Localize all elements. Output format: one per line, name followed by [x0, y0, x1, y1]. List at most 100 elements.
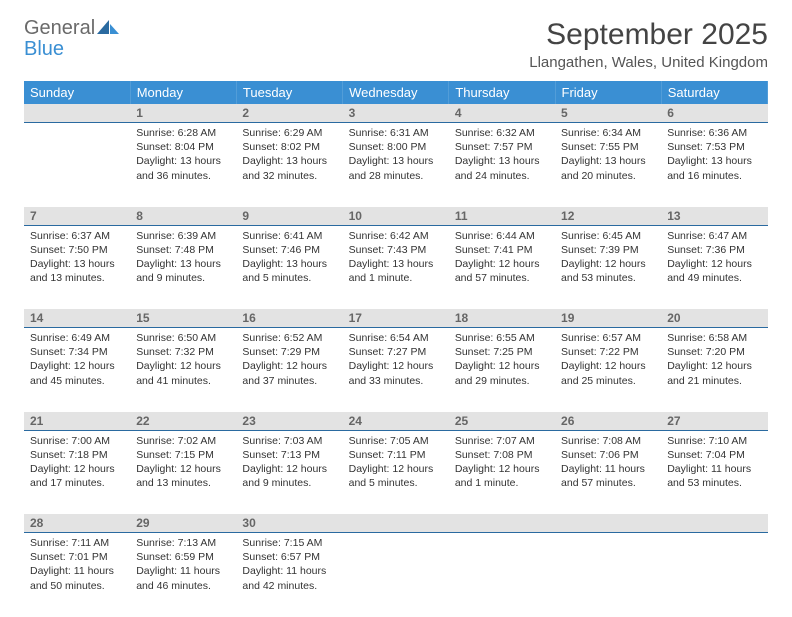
day-content-cell: Sunrise: 6:44 AMSunset: 7:41 PMDaylight:… — [449, 225, 555, 309]
sunset-text: Sunset: 7:50 PM — [30, 243, 124, 257]
day-number-cell — [449, 514, 555, 533]
day-number-cell: 3 — [343, 104, 449, 123]
day2-text: and 50 minutes. — [30, 579, 124, 593]
sunrise-text: Sunrise: 6:44 AM — [455, 229, 549, 243]
day-number-cell: 1 — [130, 104, 236, 123]
sunset-text: Sunset: 7:55 PM — [561, 140, 655, 154]
day2-text: and 49 minutes. — [667, 271, 761, 285]
day-content-cell: Sunrise: 6:41 AMSunset: 7:46 PMDaylight:… — [236, 225, 342, 309]
sunrise-text: Sunrise: 7:15 AM — [242, 536, 336, 550]
day2-text: and 1 minute. — [349, 271, 443, 285]
day-number-cell: 17 — [343, 309, 449, 328]
day2-text: and 42 minutes. — [242, 579, 336, 593]
sunset-text: Sunset: 7:46 PM — [242, 243, 336, 257]
sunset-text: Sunset: 7:11 PM — [349, 448, 443, 462]
sunrise-text: Sunrise: 7:05 AM — [349, 434, 443, 448]
sunset-text: Sunset: 7:08 PM — [455, 448, 549, 462]
day-content-cell: Sunrise: 7:07 AMSunset: 7:08 PMDaylight:… — [449, 430, 555, 514]
day-content-cell: Sunrise: 6:47 AMSunset: 7:36 PMDaylight:… — [661, 225, 767, 309]
day1-text: Daylight: 12 hours — [561, 257, 655, 271]
sunrise-text: Sunrise: 6:58 AM — [667, 331, 761, 345]
sunset-text: Sunset: 7:01 PM — [30, 550, 124, 564]
day-number-cell: 28 — [24, 514, 130, 533]
day-number-cell: 23 — [236, 412, 342, 431]
weekday-header: Monday — [130, 81, 236, 104]
weekday-header: Wednesday — [343, 81, 449, 104]
day-content-cell: Sunrise: 6:39 AMSunset: 7:48 PMDaylight:… — [130, 225, 236, 309]
day-number-cell: 27 — [661, 412, 767, 431]
sunset-text: Sunset: 7:20 PM — [667, 345, 761, 359]
calendar-table: Sunday Monday Tuesday Wednesday Thursday… — [24, 81, 768, 617]
day-number-cell: 19 — [555, 309, 661, 328]
logo: General Blue — [24, 18, 119, 60]
day-content-cell: Sunrise: 6:58 AMSunset: 7:20 PMDaylight:… — [661, 328, 767, 412]
day-content-cell: Sunrise: 6:36 AMSunset: 7:53 PMDaylight:… — [661, 123, 767, 207]
day-number-cell: 26 — [555, 412, 661, 431]
sunrise-text: Sunrise: 7:07 AM — [455, 434, 549, 448]
day2-text: and 16 minutes. — [667, 169, 761, 183]
day-number-cell: 14 — [24, 309, 130, 328]
day-content-cell: Sunrise: 6:57 AMSunset: 7:22 PMDaylight:… — [555, 328, 661, 412]
location-subtitle: Llangathen, Wales, United Kingdom — [529, 54, 768, 71]
day1-text: Daylight: 11 hours — [136, 564, 230, 578]
day1-text: Daylight: 11 hours — [561, 462, 655, 476]
day-content-cell: Sunrise: 6:37 AMSunset: 7:50 PMDaylight:… — [24, 225, 130, 309]
sunset-text: Sunset: 7:57 PM — [455, 140, 549, 154]
day-content-cell: Sunrise: 6:32 AMSunset: 7:57 PMDaylight:… — [449, 123, 555, 207]
day-content-cell — [661, 533, 767, 617]
logo-word-2: Blue — [24, 38, 64, 60]
sunrise-text: Sunrise: 6:29 AM — [242, 126, 336, 140]
page-header: General Blue September 2025 Llangathen, … — [24, 18, 768, 71]
day1-text: Daylight: 12 hours — [667, 257, 761, 271]
day1-text: Daylight: 13 hours — [349, 257, 443, 271]
sunset-text: Sunset: 7:13 PM — [242, 448, 336, 462]
sunrise-text: Sunrise: 7:11 AM — [30, 536, 124, 550]
sunrise-text: Sunrise: 6:41 AM — [242, 229, 336, 243]
sunrise-text: Sunrise: 6:36 AM — [667, 126, 761, 140]
day-content-cell: Sunrise: 6:42 AMSunset: 7:43 PMDaylight:… — [343, 225, 449, 309]
sunset-text: Sunset: 7:06 PM — [561, 448, 655, 462]
day2-text: and 57 minutes. — [455, 271, 549, 285]
sunset-text: Sunset: 8:02 PM — [242, 140, 336, 154]
day1-text: Daylight: 12 hours — [136, 462, 230, 476]
day1-text: Daylight: 11 hours — [667, 462, 761, 476]
day2-text: and 5 minutes. — [349, 476, 443, 490]
logo-sail-icon — [97, 18, 119, 39]
day-number-cell: 5 — [555, 104, 661, 123]
day-number-cell: 9 — [236, 207, 342, 226]
day2-text: and 53 minutes. — [561, 271, 655, 285]
day-content-cell — [343, 533, 449, 617]
sunset-text: Sunset: 7:41 PM — [455, 243, 549, 257]
sunset-text: Sunset: 6:59 PM — [136, 550, 230, 564]
day-number-row: 123456 — [24, 104, 768, 123]
sunset-text: Sunset: 7:25 PM — [455, 345, 549, 359]
day-number-cell: 4 — [449, 104, 555, 123]
day-number-cell — [24, 104, 130, 123]
sunset-text: Sunset: 7:43 PM — [349, 243, 443, 257]
day1-text: Daylight: 13 hours — [136, 154, 230, 168]
day-number-cell: 30 — [236, 514, 342, 533]
day-number-cell: 22 — [130, 412, 236, 431]
day2-text: and 1 minute. — [455, 476, 549, 490]
day-content-row: Sunrise: 6:37 AMSunset: 7:50 PMDaylight:… — [24, 225, 768, 309]
day1-text: Daylight: 12 hours — [242, 359, 336, 373]
day1-text: Daylight: 11 hours — [242, 564, 336, 578]
day-number-cell: 21 — [24, 412, 130, 431]
day-content-cell: Sunrise: 7:05 AMSunset: 7:11 PMDaylight:… — [343, 430, 449, 514]
day1-text: Daylight: 13 hours — [455, 154, 549, 168]
day2-text: and 32 minutes. — [242, 169, 336, 183]
day-number-cell — [343, 514, 449, 533]
day-content-row: Sunrise: 6:49 AMSunset: 7:34 PMDaylight:… — [24, 328, 768, 412]
sunrise-text: Sunrise: 6:47 AM — [667, 229, 761, 243]
sunset-text: Sunset: 8:04 PM — [136, 140, 230, 154]
day1-text: Daylight: 12 hours — [455, 462, 549, 476]
day-number-cell: 15 — [130, 309, 236, 328]
sunrise-text: Sunrise: 6:31 AM — [349, 126, 443, 140]
sunset-text: Sunset: 7:04 PM — [667, 448, 761, 462]
sunset-text: Sunset: 7:27 PM — [349, 345, 443, 359]
sunset-text: Sunset: 7:34 PM — [30, 345, 124, 359]
day-content-cell: Sunrise: 6:52 AMSunset: 7:29 PMDaylight:… — [236, 328, 342, 412]
day1-text: Daylight: 13 hours — [349, 154, 443, 168]
day1-text: Daylight: 12 hours — [455, 257, 549, 271]
day-number-cell: 12 — [555, 207, 661, 226]
